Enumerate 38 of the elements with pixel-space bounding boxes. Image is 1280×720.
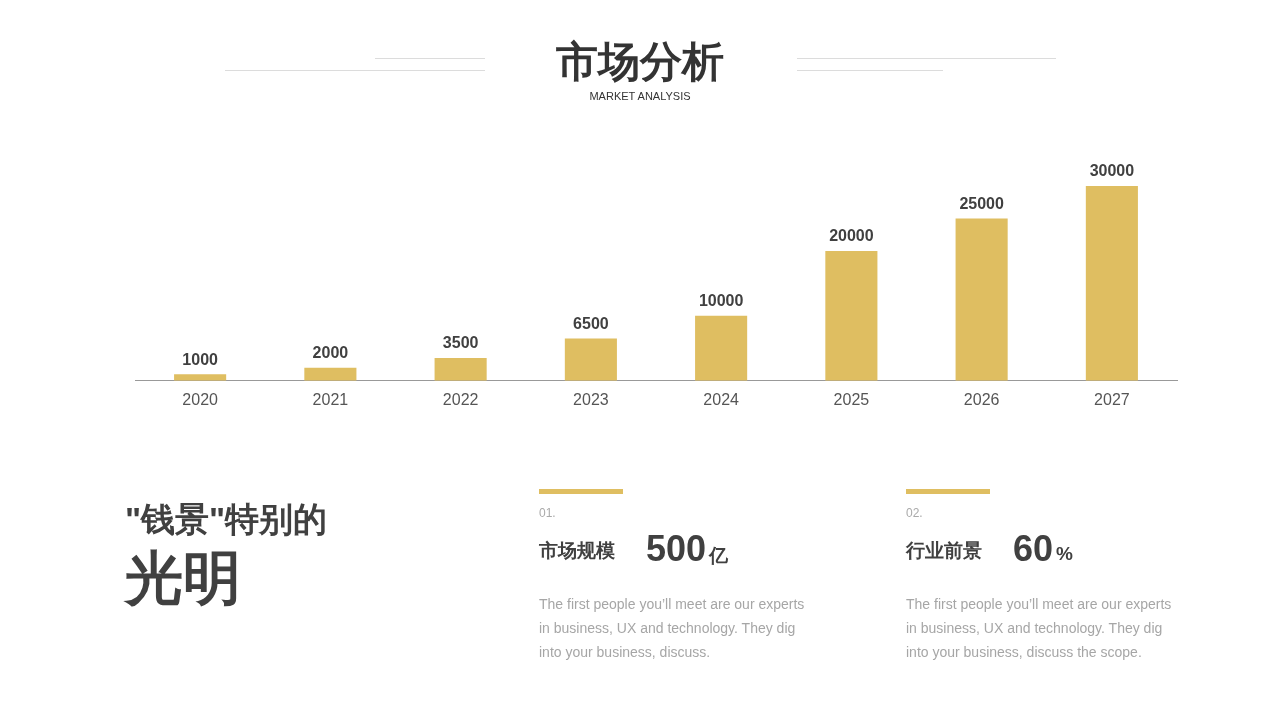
- text: 01.: [539, 506, 556, 520]
- x-tick-label: 2021: [312, 390, 349, 408]
- data-label: 10000: [698, 292, 744, 310]
- bar: [564, 338, 617, 381]
- chart-subtitle: MARKET ANALYSIS: [588, 90, 692, 102]
- chart-title: 市场分析: [555, 36, 725, 88]
- text: The first people you’ll meet are our experts in business, UX and technology. They dig into your business, discuss the scope.: [906, 595, 1173, 662]
- bar: [304, 367, 357, 381]
- data-label: 3500: [442, 334, 479, 352]
- x-tick-label: 2024: [703, 390, 740, 408]
- text: The first people you’ll meet are our experts in business, UX and technology. They dig into your business, discuss.: [539, 595, 806, 662]
- x-tick-label: 2023: [573, 390, 609, 408]
- text: 亿: [709, 544, 728, 568]
- bar: [174, 374, 227, 381]
- data-label: 25000: [959, 194, 1004, 212]
- text: 60: [1013, 528, 1054, 570]
- data-label: 2000: [312, 344, 349, 362]
- data-label: 30000: [1089, 162, 1135, 180]
- bar: [1085, 186, 1138, 381]
- x-tick-label: 2025: [833, 390, 870, 408]
- text: 行业前景: [906, 539, 982, 563]
- x-tick-label: 2020: [182, 390, 219, 408]
- text: 光明: [125, 544, 241, 612]
- text: 市场规模: [539, 539, 615, 563]
- text: 500: [646, 528, 707, 570]
- x-tick-label: 2022: [442, 390, 479, 408]
- text: 02.: [906, 506, 923, 520]
- x-tick-label: 2027: [1094, 390, 1130, 408]
- bar: [825, 250, 878, 381]
- bar: [434, 358, 487, 381]
- data-label: 1000: [182, 350, 219, 368]
- data-label: 20000: [829, 227, 874, 245]
- text: %: [1056, 543, 1073, 565]
- x-tick-label: 2026: [963, 390, 1000, 408]
- bar: [955, 218, 1008, 381]
- text: "钱景"特别的: [125, 499, 328, 540]
- data-label: 6500: [573, 315, 609, 332]
- bar: [695, 315, 748, 381]
